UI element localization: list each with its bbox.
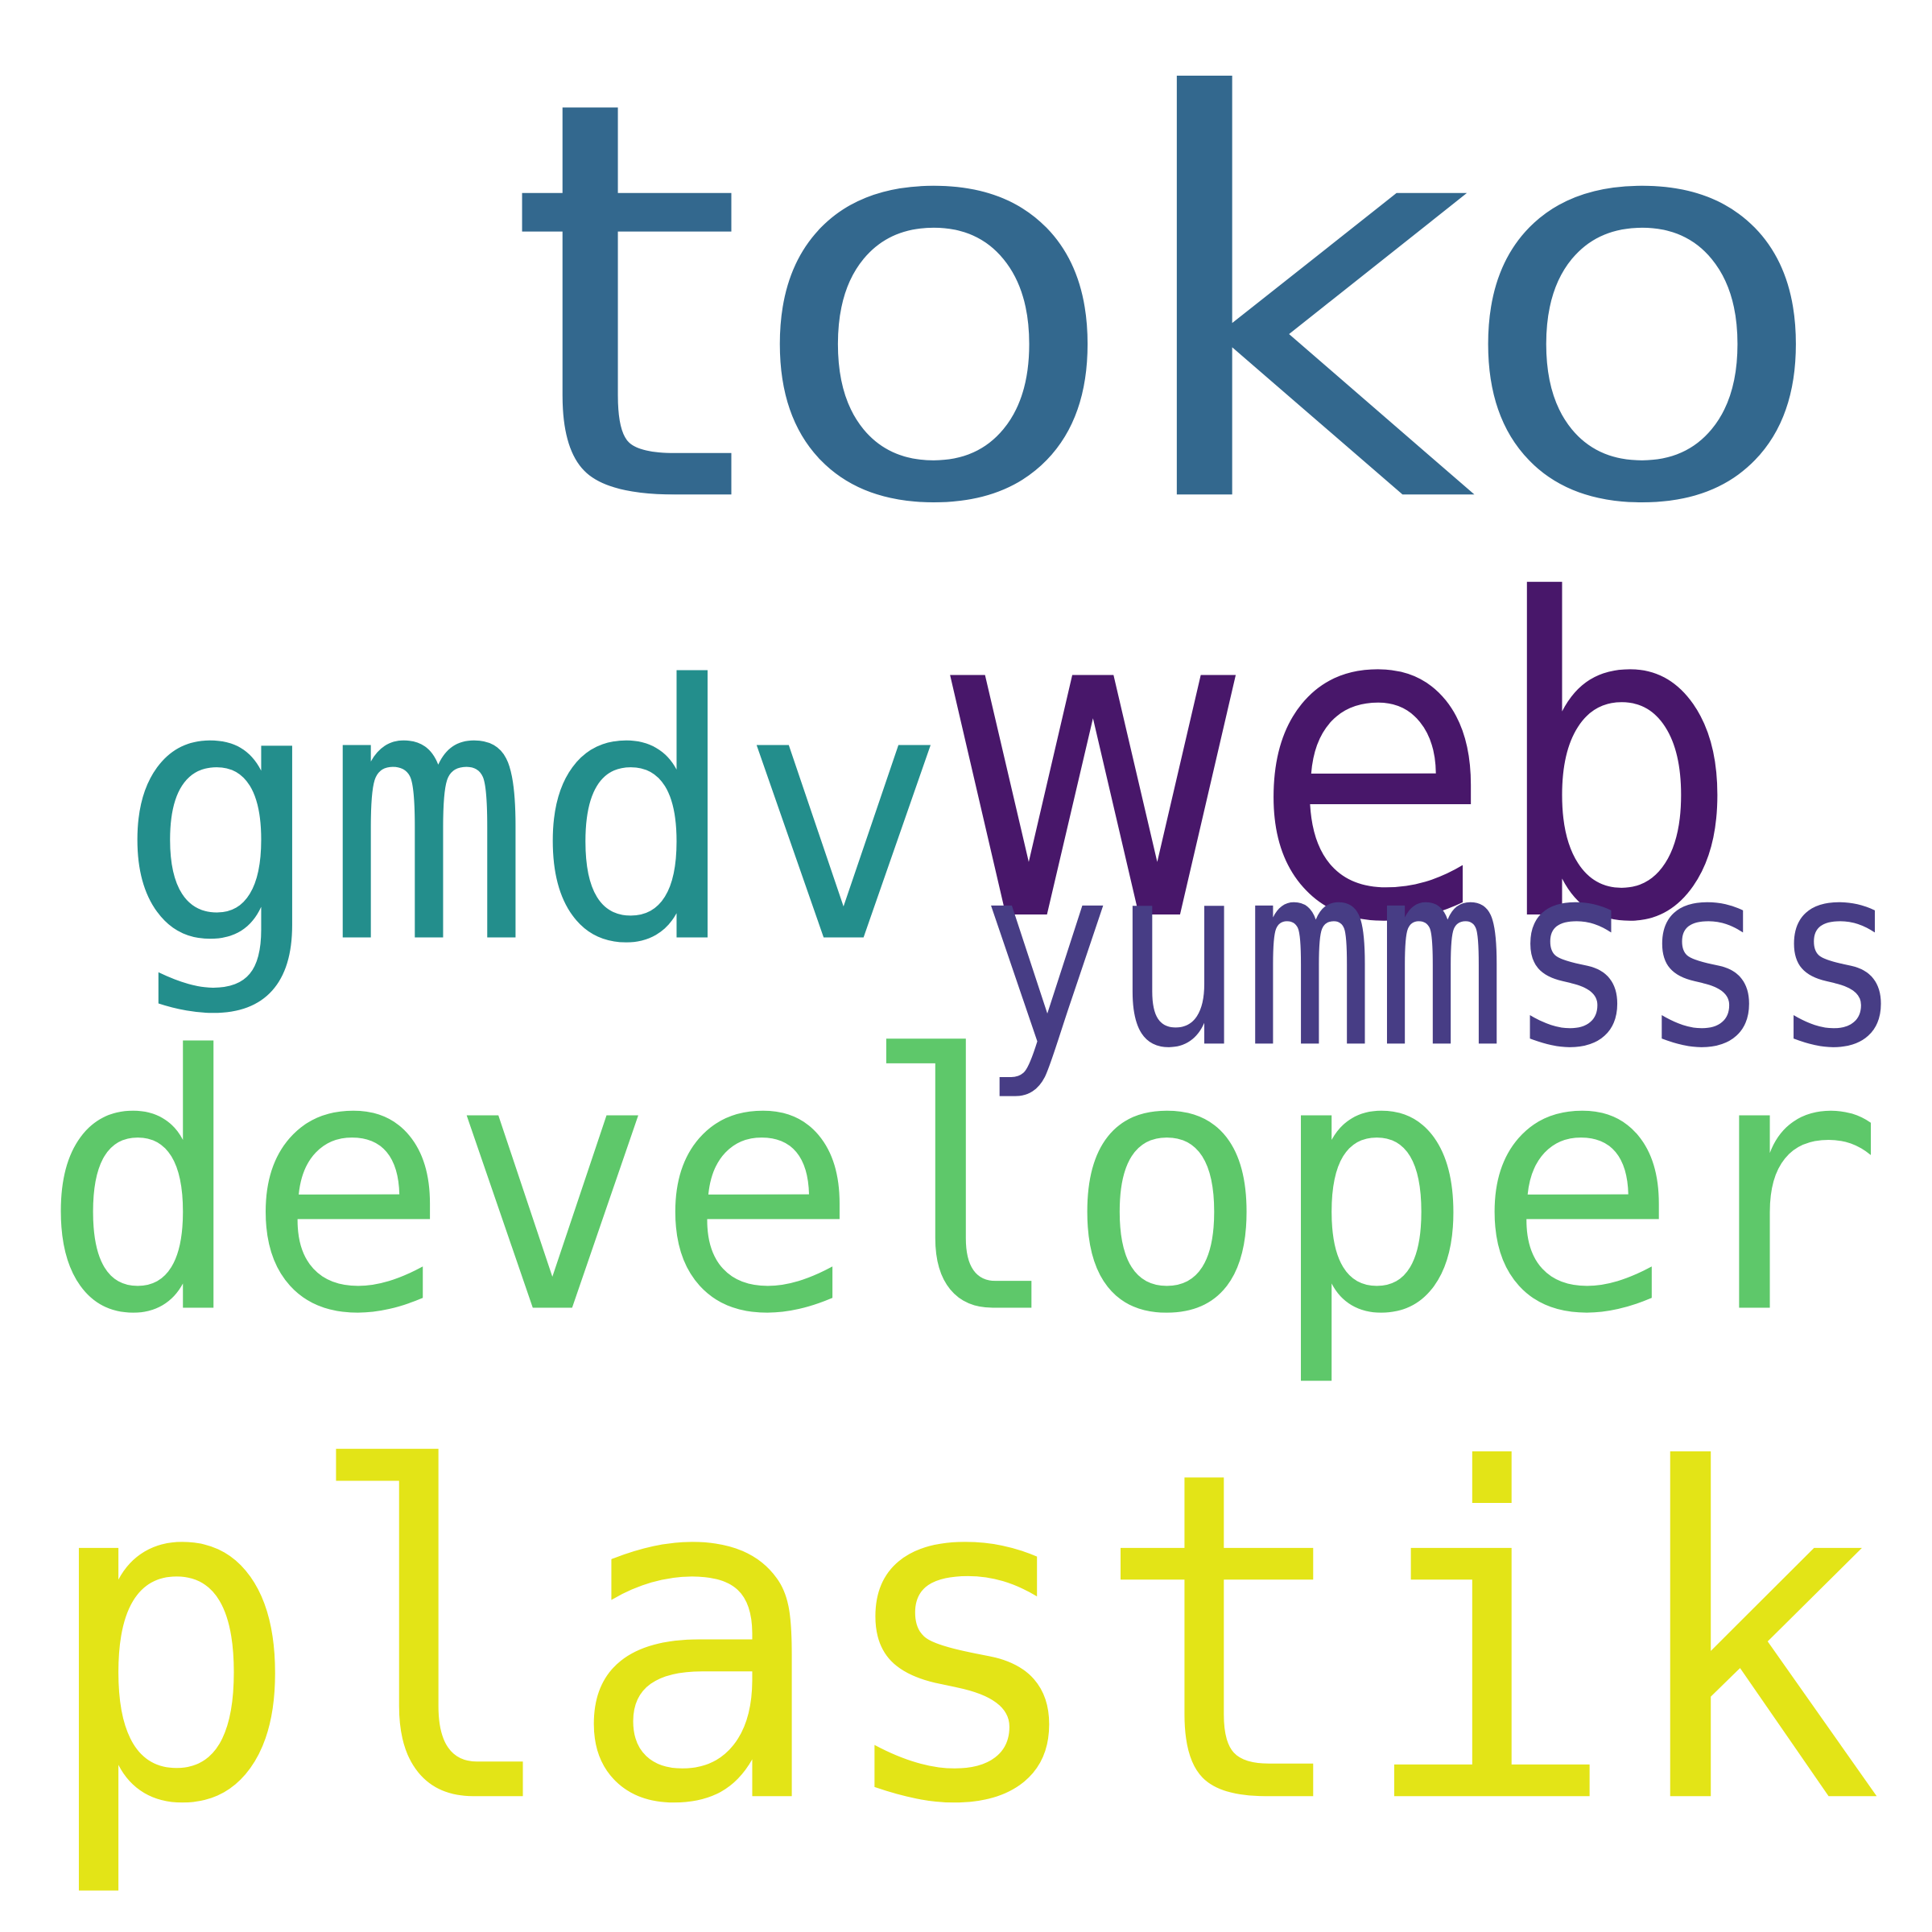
word-yummsss: yummsss	[980, 810, 1903, 1104]
word-toko: toko	[506, 0, 1830, 625]
word-web: web	[933, 508, 1739, 1018]
word-developer: developer	[40, 981, 1885, 1391]
word-gmdv: gmdv	[116, 611, 947, 1021]
word-plastik: plastik	[38, 1374, 1884, 1904]
